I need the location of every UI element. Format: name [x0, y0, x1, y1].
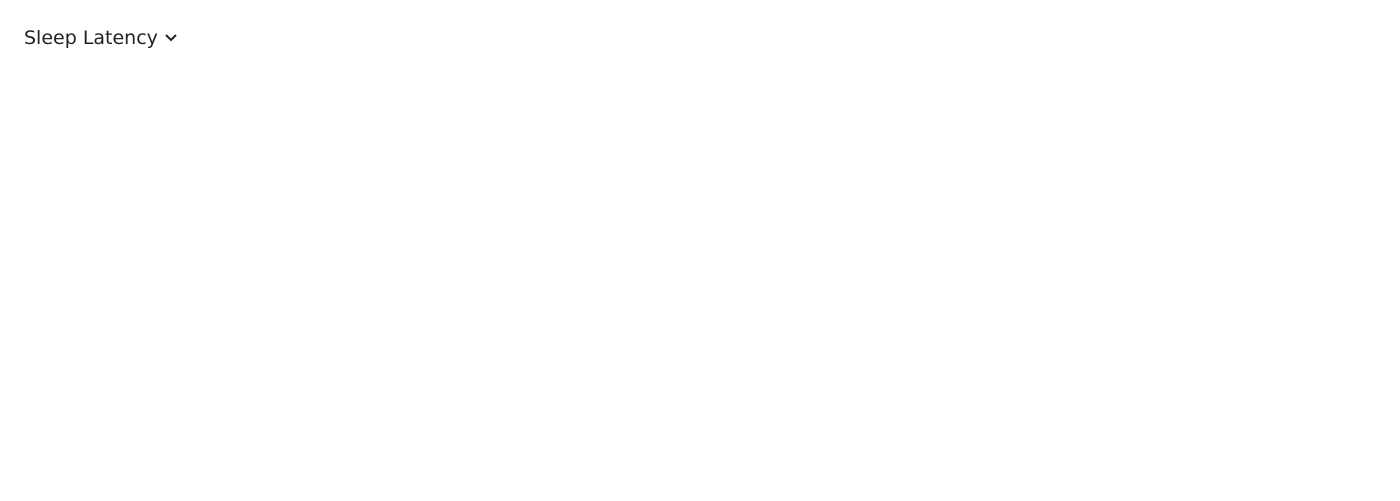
point: [1229, 275, 1242, 288]
area-fill: [184, 119, 1335, 428]
point: [1196, 396, 1209, 409]
average-badge: [77, 297, 130, 326]
point: [1065, 251, 1078, 264]
point: [474, 353, 487, 366]
point: [1032, 134, 1045, 147]
y-tick-label: 0min: [103, 420, 138, 436]
chart-title: Sleep Latency: [24, 27, 158, 49]
x-tick-label: Aug 04: [656, 439, 699, 453]
point: [277, 299, 290, 312]
point: [375, 362, 388, 375]
point: [868, 115, 881, 128]
point: [244, 353, 257, 366]
point: [1098, 183, 1111, 196]
point: [441, 294, 454, 307]
point: [671, 241, 684, 254]
point: [1295, 362, 1308, 375]
point: [770, 407, 782, 420]
point: [835, 217, 848, 230]
x-tick-label: Aug 11: [886, 439, 929, 453]
x-tick-label: Jul 21: [200, 439, 235, 453]
point: [1164, 353, 1177, 366]
x-tick-label: Jul 28: [430, 439, 465, 453]
point: [934, 294, 947, 307]
x-tick-label: Aug 25: [1346, 439, 1389, 453]
point: [737, 305, 750, 318]
point: [967, 353, 980, 366]
point: [638, 246, 651, 259]
point: [605, 339, 618, 352]
point: [211, 373, 224, 386]
point: [1131, 378, 1144, 391]
point: [540, 396, 553, 409]
average-label: 12min: [81, 303, 125, 319]
point: [310, 334, 323, 347]
point: [507, 144, 520, 157]
point: [572, 382, 585, 395]
point: [802, 251, 815, 264]
point: [408, 357, 421, 370]
point: [1262, 378, 1275, 391]
point: [901, 289, 914, 302]
point: [1328, 285, 1341, 298]
point: [999, 323, 1012, 336]
y-tick-label: 30min: [94, 129, 138, 145]
point: [343, 373, 356, 386]
line: [183, 118, 1336, 421]
chevron-icon: [165, 34, 177, 42]
y-tick-label: 10min: [94, 323, 138, 339]
point: [178, 289, 191, 302]
point: [704, 357, 717, 370]
y-tick-label: 20min: [94, 226, 138, 242]
metric-selector[interactable]: Sleep Latency: [24, 27, 178, 49]
x-tick-label: Aug 18: [1116, 439, 1159, 453]
